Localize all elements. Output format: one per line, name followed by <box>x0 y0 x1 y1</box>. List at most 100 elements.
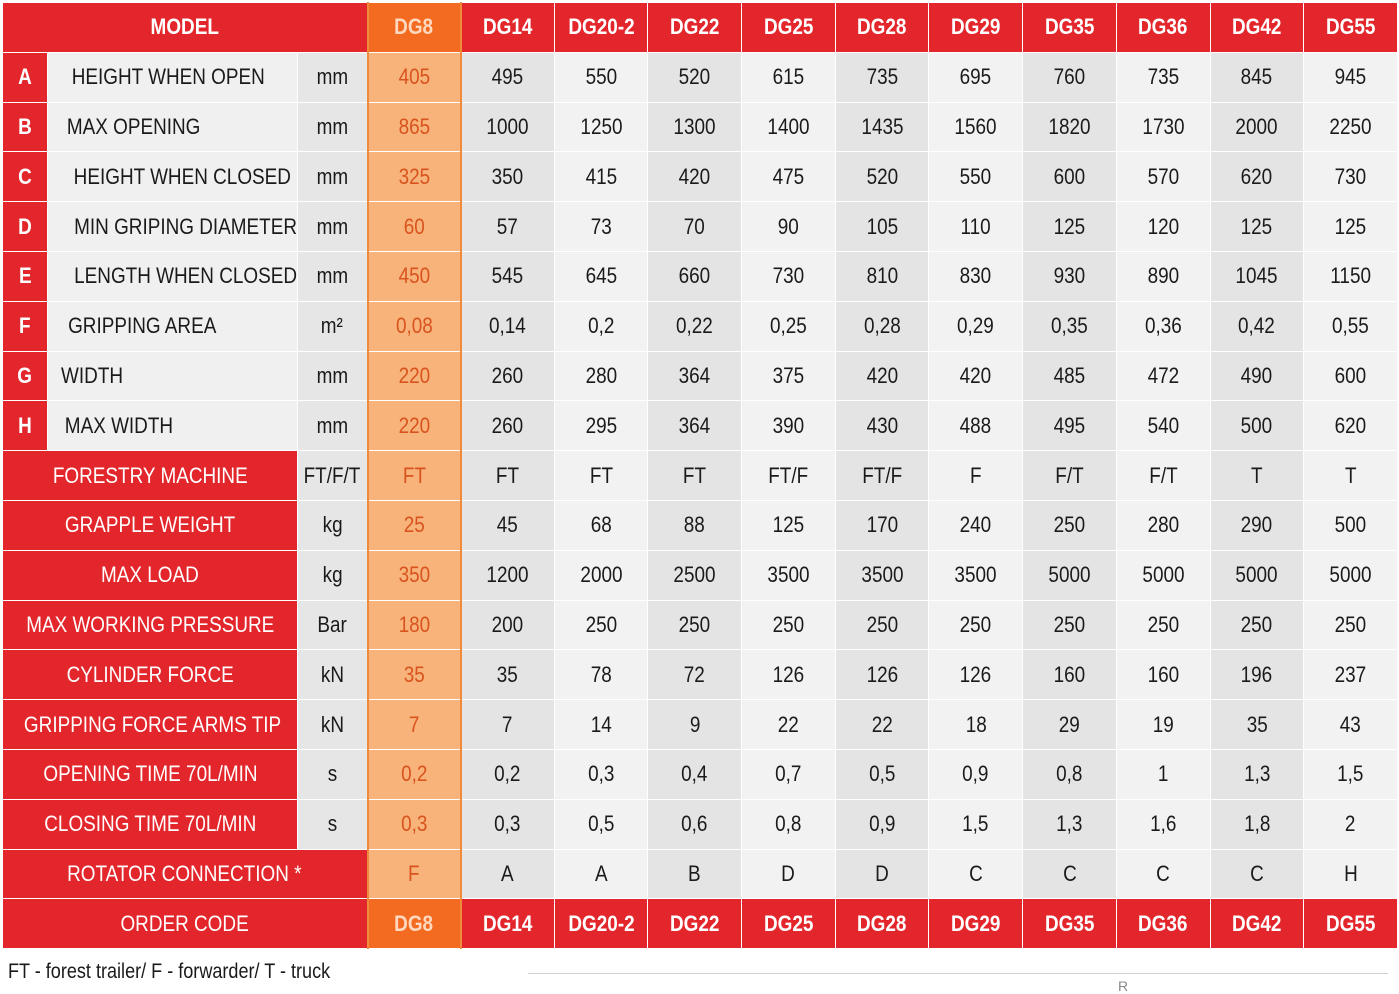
value-cell: 250 <box>1115 599 1211 651</box>
value-cell: 250 <box>1022 499 1117 551</box>
model-name: DG55 <box>1303 2 1398 53</box>
value-cell: 0,2 <box>366 748 462 800</box>
value-cell: 0,42 <box>1209 300 1305 352</box>
value-cell: 810 <box>834 250 930 302</box>
order-code-label: ORDER CODE <box>2 898 368 950</box>
value-cell: A <box>460 848 555 900</box>
value-cell: 3500 <box>928 549 1024 601</box>
value-cell: 0,2 <box>460 748 555 800</box>
value-cell: 930 <box>1022 250 1117 302</box>
value-cell: 0,14 <box>460 300 555 352</box>
value-cell: 45 <box>460 499 555 551</box>
order-code: DG25 <box>741 898 836 950</box>
value-cell: 350 <box>460 151 555 203</box>
value-cell: 350 <box>366 549 462 601</box>
value-cell: 240 <box>928 499 1024 551</box>
param-letter: E <box>2 250 48 302</box>
value-cell: 88 <box>647 499 743 551</box>
value-cell: 68 <box>553 499 649 551</box>
value-cell: 0,3 <box>460 798 555 850</box>
value-cell: 0,8 <box>741 798 836 850</box>
value-cell: F <box>928 450 1024 501</box>
value-cell: 550 <box>928 151 1024 203</box>
value-cell: 29 <box>1022 699 1117 750</box>
value-cell: 160 <box>1022 649 1117 701</box>
value-cell: 945 <box>1303 51 1398 103</box>
param-row: F GRIPPING AREA m² 0,08 0,14 0,2 0,22 0,25 0,28 0… <box>2 300 1398 352</box>
value-cell: 472 <box>1115 350 1211 402</box>
value-cell: 730 <box>1303 151 1398 203</box>
param-letter: B <box>2 101 48 153</box>
value-cell: 35 <box>366 649 462 701</box>
value-cell: B <box>647 848 743 900</box>
value-cell: 5000 <box>1115 549 1211 601</box>
value-cell: 695 <box>928 51 1024 103</box>
spec-unit: s <box>297 798 368 850</box>
value-cell: 200 <box>460 599 555 651</box>
spec-label: CYLINDER FORCE <box>2 649 298 701</box>
spec-label: GRIPPING FORCE ARMS TIP <box>2 699 298 750</box>
value-cell: 125 <box>1209 201 1305 252</box>
value-cell: 35 <box>1209 699 1305 750</box>
value-cell: 0,4 <box>647 748 743 800</box>
value-cell: 420 <box>834 350 930 402</box>
legend-text: FT - forest trailer/ F - forwarder/ T - … <box>8 960 331 983</box>
value-cell: 25 <box>366 499 462 551</box>
value-cell: 19 <box>1115 699 1211 750</box>
value-cell: 520 <box>647 51 743 103</box>
spec-unit: kg <box>297 499 368 551</box>
value-cell: 280 <box>553 350 649 402</box>
spec-label: FORESTRY MACHINE <box>2 450 298 501</box>
value-cell: H <box>1303 848 1398 900</box>
value-cell: 450 <box>366 250 462 302</box>
value-cell: 830 <box>928 250 1024 302</box>
value-cell: 865 <box>366 101 462 153</box>
model-name: DG29 <box>928 2 1024 53</box>
value-cell: 35 <box>460 649 555 701</box>
value-cell: 126 <box>834 649 930 701</box>
value-cell: 14 <box>553 699 649 750</box>
param-unit: mm <box>297 51 368 103</box>
value-cell: 1820 <box>1022 101 1117 153</box>
order-code: DG8 <box>366 898 462 950</box>
spec-label: CLOSING TIME 70L/MIN <box>2 798 298 850</box>
value-cell: 250 <box>1209 599 1305 651</box>
value-cell: 0,6 <box>647 798 743 850</box>
value-cell: C <box>928 848 1024 900</box>
param-letter: G <box>2 350 48 402</box>
param-label: LENGTH WHEN CLOSED <box>47 250 298 302</box>
value-cell: 730 <box>741 250 836 302</box>
param-row: E LENGTH WHEN CLOSED mm 450 545 645 660 730 810 8… <box>2 250 1398 302</box>
model-name: DG35 <box>1022 2 1117 53</box>
value-cell: 5000 <box>1022 549 1117 601</box>
value-cell: 220 <box>366 350 462 402</box>
param-label: GRIPPING AREA <box>47 300 298 352</box>
param-label: MAX WIDTH <box>47 400 298 452</box>
value-cell: 1045 <box>1209 250 1305 302</box>
value-cell: 500 <box>1303 499 1398 551</box>
model-header: MODEL <box>2 2 368 53</box>
value-cell: 90 <box>741 201 836 252</box>
value-cell: 78 <box>553 649 649 701</box>
value-cell: 22 <box>741 699 836 750</box>
value-cell: 488 <box>928 400 1024 452</box>
spec-row: MAX WORKING PRESSURE Bar 180 200 250 250 250 25… <box>2 599 1398 651</box>
spec-unit: s <box>297 748 368 800</box>
value-cell: 325 <box>366 151 462 203</box>
value-cell: 18 <box>928 699 1024 750</box>
value-cell: 1,5 <box>1303 748 1398 800</box>
param-letter: D <box>2 201 48 252</box>
value-cell: 125 <box>741 499 836 551</box>
value-cell: 0,3 <box>553 748 649 800</box>
value-cell: 1250 <box>553 101 649 153</box>
spec-row: CLOSING TIME 70L/MIN s 0,3 0,3 0,5 0,6 0,8 0,9 1… <box>2 798 1398 850</box>
value-cell: 126 <box>741 649 836 701</box>
spec-unit: FT/F/T <box>297 450 368 501</box>
value-cell: 520 <box>834 151 930 203</box>
value-cell: A <box>553 848 649 900</box>
model-name: DG22 <box>647 2 743 53</box>
order-code: DG29 <box>928 898 1024 950</box>
value-cell: 280 <box>1115 499 1211 551</box>
value-cell: 1,8 <box>1209 798 1305 850</box>
value-cell: 7 <box>460 699 555 750</box>
